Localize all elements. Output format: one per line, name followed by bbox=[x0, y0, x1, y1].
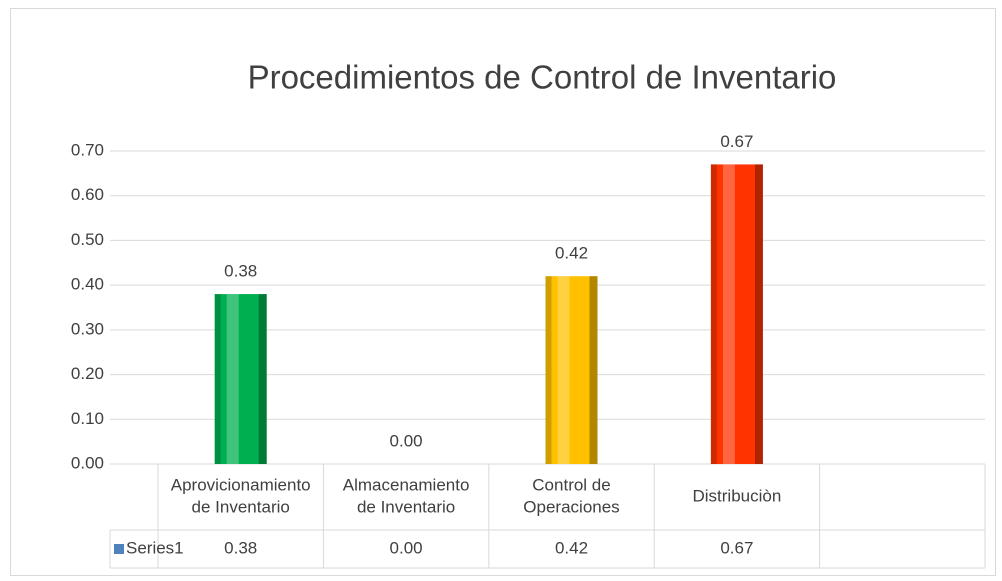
legend-key bbox=[114, 544, 124, 554]
bar-left-shade bbox=[214, 294, 221, 464]
data-label: 0.67 bbox=[720, 132, 753, 151]
bar-highlight bbox=[226, 294, 239, 464]
chart-title: Procedimientos de Control de Inventario bbox=[248, 59, 837, 96]
y-tick-label: 0.20 bbox=[71, 364, 104, 383]
x-tick-label: Aprovicionamiento bbox=[171, 475, 311, 494]
bar-left-shade bbox=[710, 164, 717, 464]
y-tick-label: 0.40 bbox=[71, 275, 104, 294]
table-value: 0.38 bbox=[224, 538, 257, 557]
x-tick-label: Operaciones bbox=[523, 497, 619, 516]
data-label: 0.38 bbox=[224, 262, 257, 281]
bar-left-shade bbox=[545, 276, 552, 464]
y-tick-label: 0.60 bbox=[71, 185, 104, 204]
x-tick-label: de Inventario bbox=[357, 497, 455, 516]
bar-right-shade bbox=[589, 276, 598, 464]
data-label: 0.00 bbox=[390, 431, 423, 450]
legend-label: Series1 bbox=[126, 538, 184, 557]
chart-border bbox=[10, 8, 996, 576]
bar-right-shade bbox=[258, 294, 267, 464]
y-tick-label: 0.10 bbox=[71, 409, 104, 428]
table-value: 0.42 bbox=[555, 538, 588, 557]
x-tick-label: Control de bbox=[532, 475, 610, 494]
data-label: 0.42 bbox=[555, 244, 588, 263]
x-tick-label: de Inventario bbox=[192, 497, 290, 516]
bar bbox=[545, 276, 598, 464]
x-tick-label: Almacenamiento bbox=[343, 475, 470, 494]
table-value: 0.67 bbox=[720, 538, 753, 557]
bar-highlight bbox=[722, 164, 735, 464]
y-tick-label: 0.30 bbox=[71, 319, 104, 338]
bar bbox=[710, 164, 763, 464]
y-tick-label: 0.00 bbox=[71, 453, 104, 472]
x-tick-label: Distribuciòn bbox=[692, 486, 781, 505]
bar-right-shade bbox=[754, 164, 763, 464]
bar-highlight bbox=[557, 276, 570, 464]
y-tick-label: 0.50 bbox=[71, 230, 104, 249]
table-value: 0.00 bbox=[390, 538, 423, 557]
bar bbox=[214, 294, 267, 464]
y-tick-label: 0.70 bbox=[71, 140, 104, 159]
